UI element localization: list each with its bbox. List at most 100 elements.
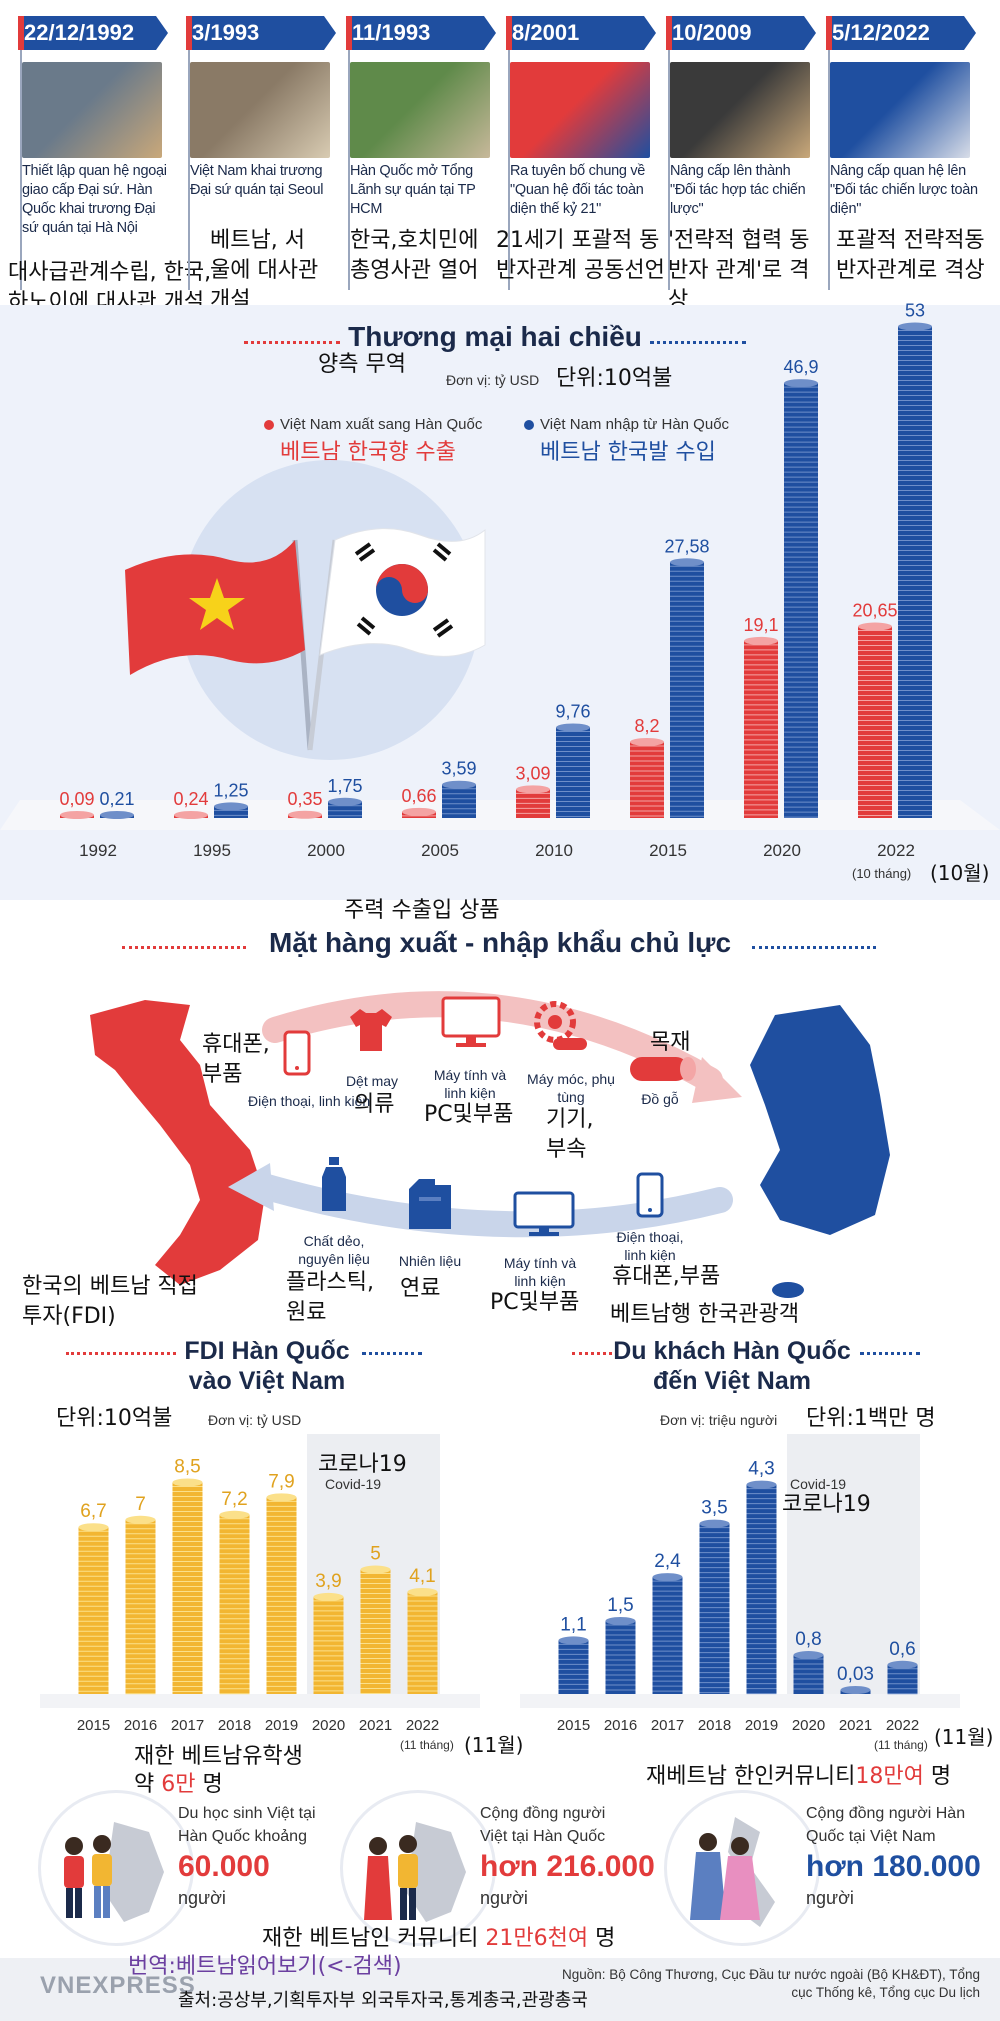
fdi-value-label: 4,1 [409, 1566, 435, 1587]
bar-import [784, 383, 818, 818]
phone-icon [283, 1030, 311, 1076]
bar-cap [442, 780, 476, 789]
export-value-label: 0,35 [287, 789, 322, 809]
year-label: 2015 [557, 1717, 590, 1734]
fdi-value-label: 7 [135, 1494, 146, 1515]
fdi-chart: 6,7 2015 7 2016 8,5 2017 7,2 2018 7,9 2019 3,9 2020… [40, 1434, 480, 1734]
computer-icon [513, 1191, 575, 1236]
bar-stripes [746, 1488, 777, 1695]
import-item-ko: PC및부품 [490, 1290, 580, 1315]
export-item-label: Máy tính và linh kiện [433, 1067, 507, 1101]
translation-credit: 번역:베트남읽어보기(<-검색) [128, 1954, 402, 1979]
fdi-covid: Covid-19 [325, 1476, 382, 1492]
bar [407, 1591, 438, 1694]
timeline-text: Thiết lập quan hệ ngoại giao cấp Đại sứ.… [22, 163, 167, 236]
bar-stripes [699, 1527, 730, 1694]
bar-stripes [605, 1624, 636, 1691]
bar [219, 1514, 250, 1694]
tourist-value-label: 3,5 [701, 1498, 727, 1519]
source-ko: 출처:공상부,기획투자부 외국투자국,통계총국,관광총국 [178, 1990, 588, 2011]
timeline-line [508, 50, 510, 290]
timeline-date: 3/1993 [186, 16, 336, 50]
bar-cap [670, 558, 704, 567]
bar-cap [516, 785, 550, 794]
tourist-note-ko: (11월) [934, 1725, 994, 1749]
products-title-ko: 주력 수출입 상품 [344, 898, 500, 923]
timeline-date: 5/12/2022 [826, 16, 976, 50]
title-divider [860, 1352, 920, 1355]
kr-in-vn-ko: 재베트남 한인커뮤니티18만여 명 [646, 1764, 952, 1789]
students-illustration [64, 1822, 164, 1922]
bar-cap [744, 636, 778, 645]
import-item-label: Điện thoại, linh kiện [616, 1229, 684, 1263]
students-label: Du học sinh Việt tại Hàn Quốc khoảng [178, 1805, 316, 1845]
year-label: 2018 [698, 1717, 731, 1734]
event-photo [190, 62, 330, 158]
timeline-date: 11/1993 [346, 16, 496, 50]
year-label: 2017 [171, 1717, 204, 1734]
bar-cap [407, 1587, 438, 1596]
bar-stripes [78, 1530, 109, 1692]
fdi-unit-ko: 단위:10억불 [56, 1406, 173, 1431]
students-unit: người [178, 1888, 226, 1908]
bar-cap [840, 1686, 871, 1694]
timeline-item: 3/1993 Việt Nam khai trương Đại sứ quán t… [186, 16, 344, 290]
bar-cap [746, 1480, 777, 1489]
bar-cap [558, 1636, 589, 1645]
footer-bar [0, 1958, 1000, 2021]
tourist-chart: 1,1 2015 1,5 2016 2,4 2017 3,5 2018 4,3 2019 0,8 20… [520, 1434, 960, 1734]
export-value-label: 8,2 [634, 716, 659, 736]
import-value-label: 27,58 [664, 536, 709, 556]
fdi-value-label: 5 [370, 1544, 381, 1565]
timeline-text: Nâng cấp lên thành "Đối tác hợp tác chiế… [670, 163, 806, 217]
year-label: 2020 [792, 1717, 825, 1734]
fdi-note: (11 tháng) [400, 1738, 454, 1752]
legend-export-label: Việt Nam xuất sang Hàn Quốc [280, 416, 483, 433]
trade-unit-ko: 단위:10억불 [556, 366, 673, 391]
bar-stripes [407, 1595, 438, 1692]
source-text: Nguồn: Bộ Công Thương, Cục Đầu tư nước n… [561, 1967, 980, 2000]
bar-cap [402, 807, 436, 816]
bar-cap [125, 1515, 156, 1524]
import-value-label: 1,75 [327, 776, 362, 796]
export-item-ko: 기기, 부속 [546, 1107, 594, 1162]
bar-cap [556, 723, 590, 732]
event-photo [670, 62, 810, 158]
star-icon [189, 578, 245, 630]
bar-cap [898, 322, 932, 331]
shirt-icon [350, 1009, 392, 1051]
bar-export [858, 626, 892, 818]
year-label: 1995 [193, 841, 231, 860]
title-divider [244, 341, 340, 344]
bar [605, 1620, 636, 1694]
timeline-text-ko: '전략적 협력 동반자 관계'로 격상 [668, 228, 810, 313]
covid-band [787, 1434, 920, 1694]
tourist-unit: Đơn vị: triệu người [660, 1412, 778, 1428]
bar-import [214, 806, 248, 818]
bar [78, 1527, 109, 1694]
title-divider [66, 1352, 176, 1355]
event-photo [830, 62, 970, 158]
vn-in-kr-illustration [364, 1822, 466, 1922]
bar-cap [288, 810, 322, 819]
bar-import [442, 784, 476, 818]
trade-title-ko: 양측 무역 [318, 352, 406, 377]
import-value-label: 3,59 [441, 759, 476, 779]
timeline-date: 22/12/1992 [18, 16, 168, 50]
bar-import [556, 727, 590, 818]
bar-cap [313, 1592, 344, 1601]
bar-stripes [516, 792, 550, 814]
students-number: 60.000 [178, 1850, 270, 1883]
timeline-text-ko: 21세기 포괄적 동반자관계 공동선언 [496, 228, 665, 283]
fdi-value-label: 7,9 [268, 1471, 294, 1492]
timeline-text: Nâng cấp quan hệ lên "Đối tác chiến lược… [830, 163, 978, 217]
bar-stripes [744, 644, 778, 816]
timeline-line [828, 50, 830, 290]
bar-cap [60, 811, 94, 819]
fuel-icon [409, 1179, 451, 1229]
bar-cap [652, 1573, 683, 1582]
bar-stripes [670, 565, 704, 817]
import-item-ko: 연료 [400, 1276, 441, 1301]
legend-export-ko: 베트남 한국향 수출 [280, 440, 456, 465]
bar-cap [605, 1616, 636, 1625]
